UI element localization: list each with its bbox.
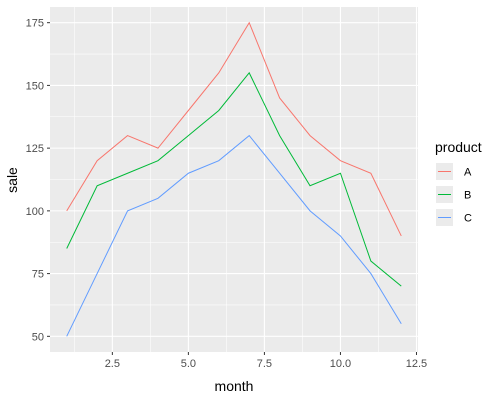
series-line-C	[66, 134, 402, 337]
y-tick-label: 150	[26, 80, 44, 92]
x-axis-title: month	[215, 378, 254, 394]
x-tick-label: 5.0	[181, 358, 196, 370]
y-tick-label: 175	[26, 18, 44, 30]
x-tick-label: 2.5	[105, 358, 120, 370]
series-lines	[66, 21, 402, 337]
x-tick-label: 7.5	[257, 358, 272, 370]
y-tick-label: 50	[32, 331, 44, 343]
y-tick-label: 125	[26, 143, 44, 155]
legend: product ABC	[435, 139, 482, 226]
y-tick-label: 75	[32, 269, 44, 281]
series-line-B	[66, 71, 402, 287]
legend-title: product	[435, 139, 482, 155]
legend-label-A: A	[464, 167, 472, 179]
y-tick-label: 100	[26, 206, 44, 218]
legend-label-C: C	[464, 213, 472, 225]
y-axis: 50 75 100 125 150 175	[26, 18, 50, 343]
y-axis-title: sale	[4, 167, 20, 193]
x-tick-label: 12.5	[406, 358, 427, 370]
x-axis: 2.5 5.0 7.5 10.0 12.5	[105, 352, 427, 370]
series-line-A	[66, 21, 402, 237]
legend-label-B: B	[464, 190, 471, 202]
x-tick-label: 10.0	[330, 358, 351, 370]
